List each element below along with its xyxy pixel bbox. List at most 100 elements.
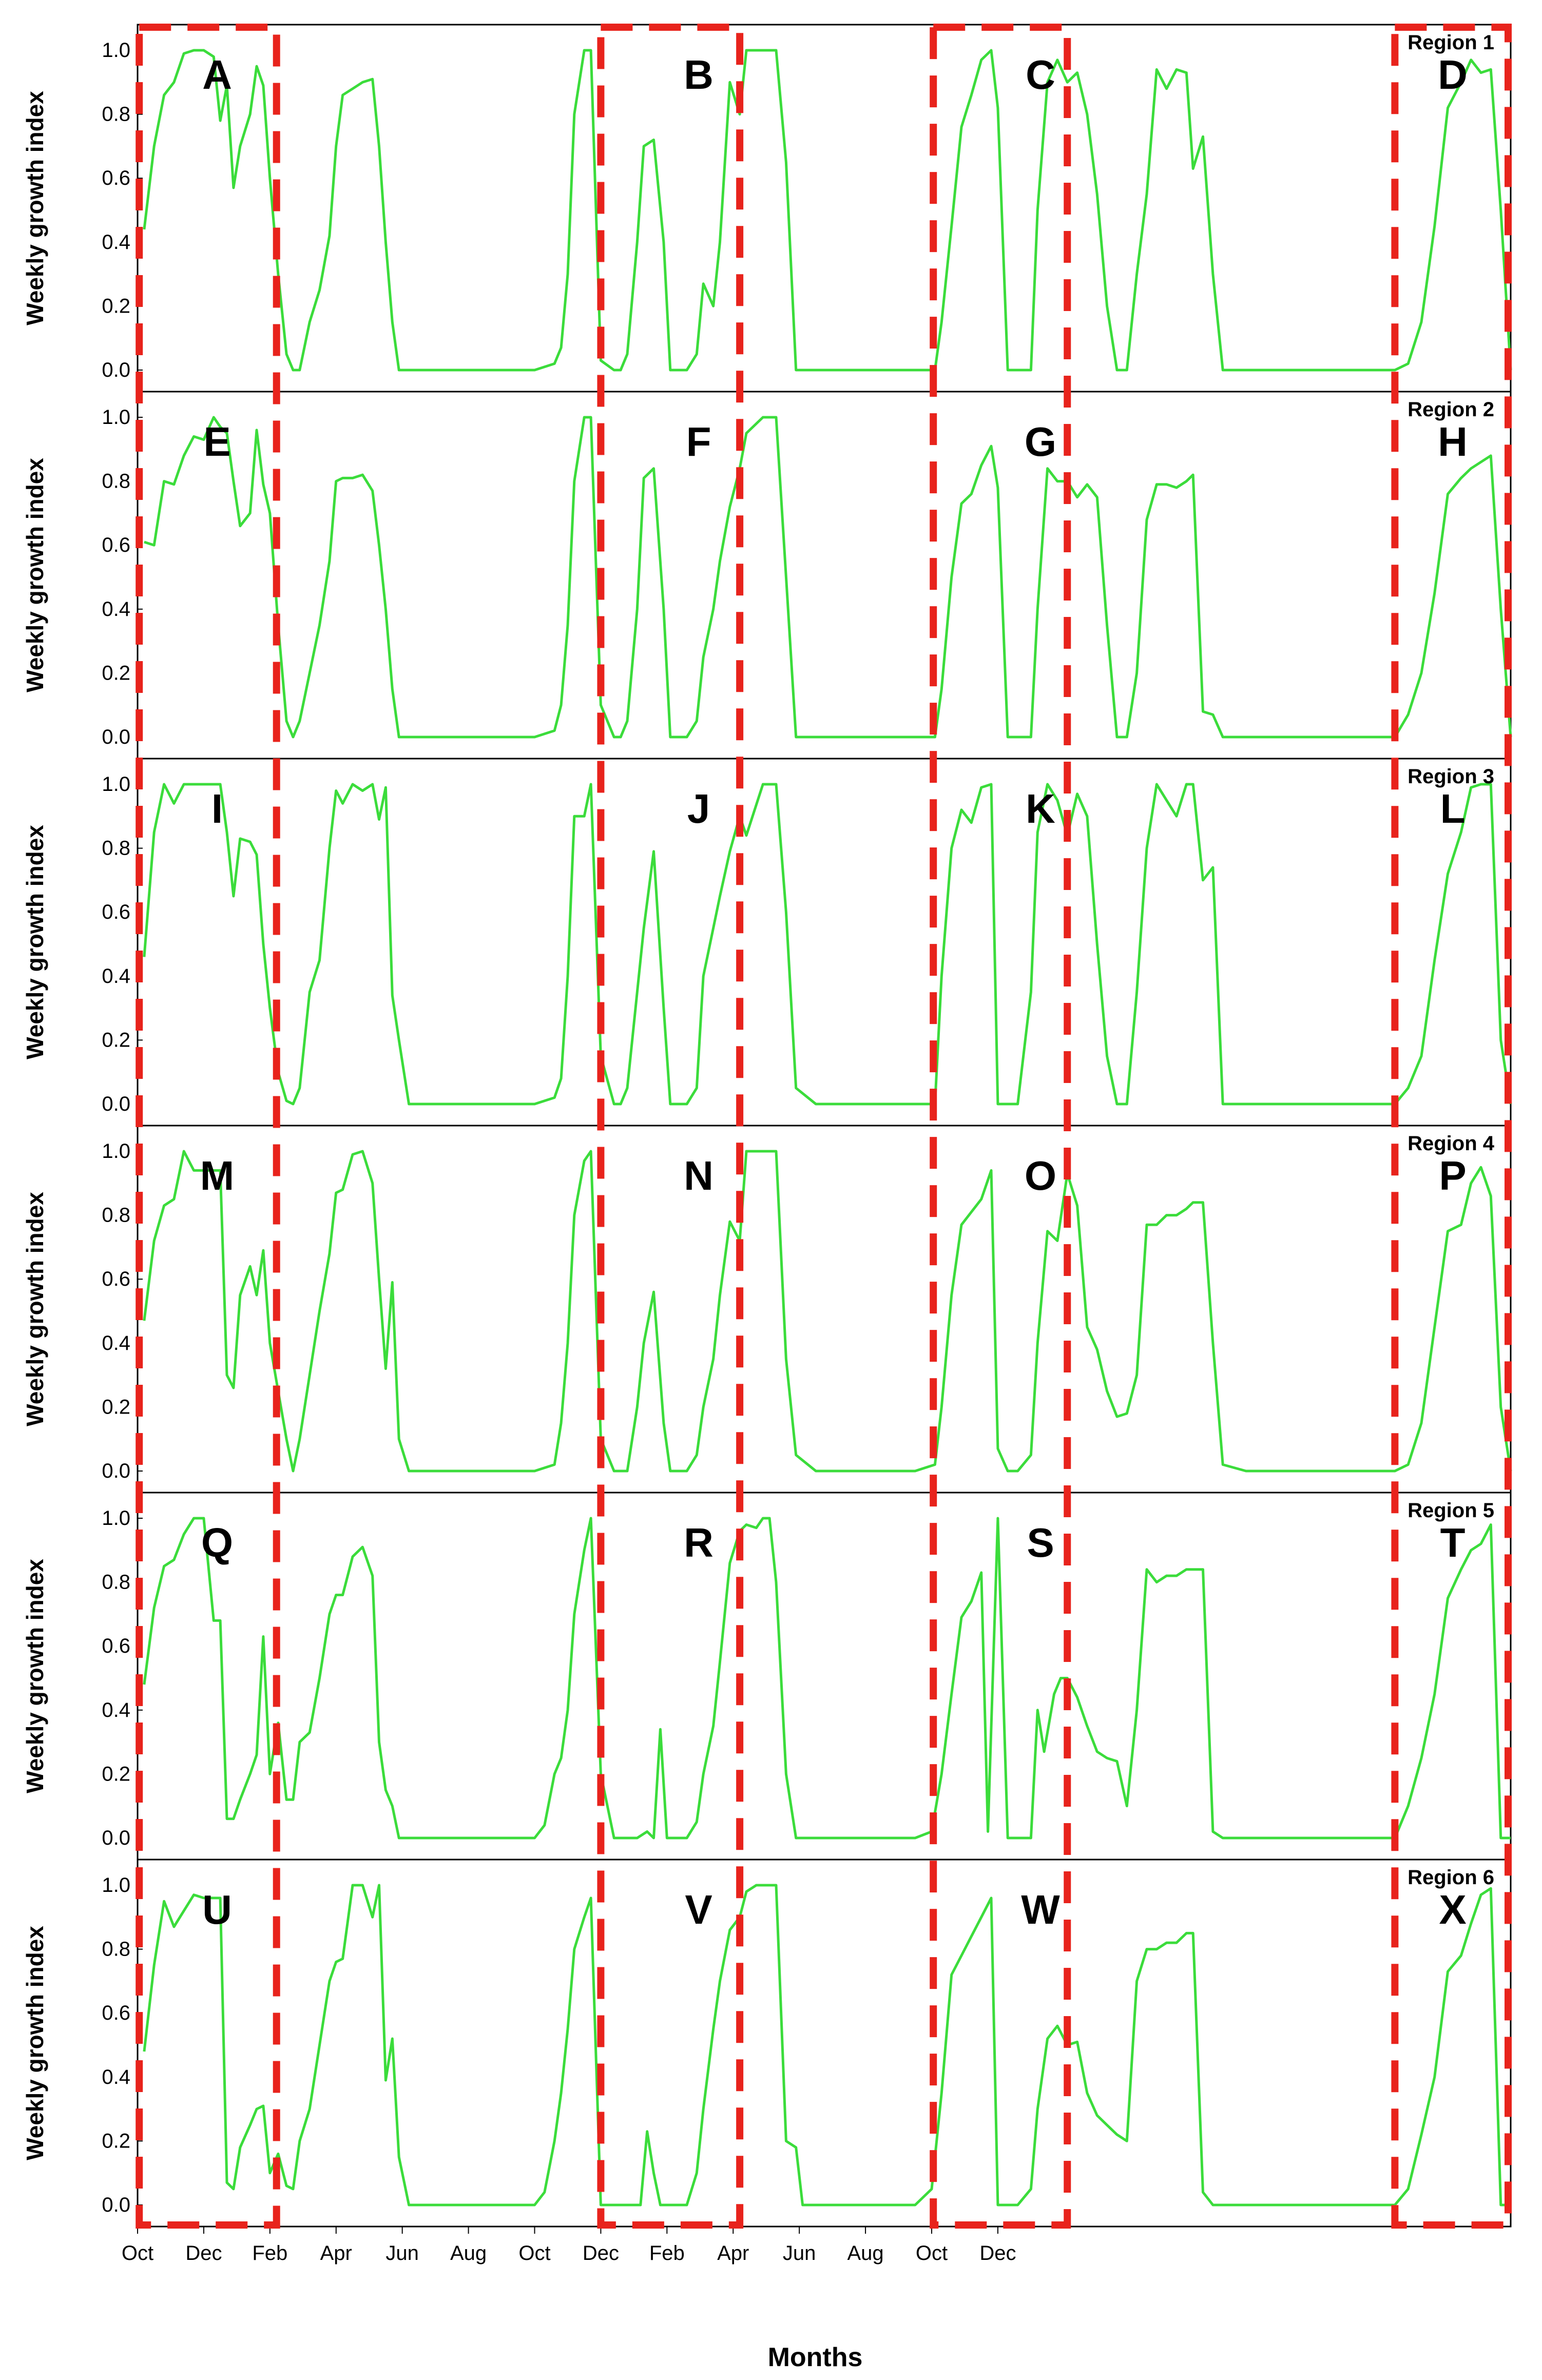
y-tick-label: 0.0 (102, 2194, 130, 2216)
panel-letter: E (203, 419, 230, 465)
y-tick-label: 1.0 (102, 1507, 130, 1530)
region-title: Region 5 (1408, 1499, 1494, 1522)
y-tick-label: 0.6 (102, 167, 130, 189)
panels-layer: 0.0 0.2 0.4 0.6 0.8 1.0 Weekly growth index Reg… (22, 24, 1512, 2228)
panel-letter: R (684, 1520, 714, 1565)
y-tick-label: 0.8 (102, 470, 130, 493)
panel-letter: U (202, 1887, 232, 1932)
highlight-box (597, 24, 744, 2229)
panel-frame (137, 1859, 1512, 2228)
y-tick-label: 0.0 (102, 1093, 130, 1115)
x-tick-label: Apr (717, 2242, 749, 2265)
x-tick-label: Dec (185, 2242, 222, 2265)
panel-1: 0.0 0.2 0.4 0.6 0.8 1.0 Weekly growth index Reg… (22, 24, 1512, 393)
region-title: Region 6 (1408, 1866, 1494, 1889)
y-axis-label: Weekly growth index (22, 825, 48, 1059)
panel-letter: I (211, 786, 223, 831)
y-axis-label: Weekly growth index (22, 458, 48, 692)
y-tick-label: 0.2 (102, 295, 130, 317)
x-tick-label: Aug (450, 2242, 487, 2265)
y-tick-label: 1.0 (102, 1874, 130, 1897)
y-tick-label: 1.0 (102, 773, 130, 796)
x-tick-label: Aug (847, 2242, 883, 2265)
panel-letter: F (686, 419, 711, 465)
panel-letter: T (1440, 1520, 1466, 1565)
panel-letter: O (1025, 1153, 1056, 1198)
y-axis-label: Weekly growth index (22, 1926, 48, 2160)
growth-index-line (144, 416, 1512, 739)
x-tick-label: Jun (386, 2242, 419, 2265)
growth-index-line (143, 1517, 1511, 1840)
highlight-box (136, 24, 280, 2229)
panel-frame (137, 1492, 1512, 1861)
highlight-box (930, 24, 1071, 2229)
x-tick-label: Dec (583, 2242, 619, 2265)
y-tick-label: 0.8 (102, 1571, 130, 1594)
panel-letter: M (200, 1153, 235, 1198)
y-tick-label: 0.2 (102, 662, 130, 684)
panel-letter: L (1440, 786, 1466, 831)
x-tick-label: Apr (320, 2242, 352, 2265)
panel-letter: C (1026, 52, 1055, 98)
y-tick-label: 1.0 (102, 1140, 130, 1163)
y-axis-label: Weekly growth index (22, 91, 48, 325)
x-tick-label: Jun (783, 2242, 816, 2265)
panel-2: 0.0 0.2 0.4 0.6 0.8 1.0 Weekly growth index Reg… (22, 391, 1512, 760)
panel-frame (137, 758, 1512, 1127)
panel-letter: H (1438, 419, 1468, 465)
panel-letter: P (1439, 1153, 1466, 1198)
highlight-box (1391, 24, 1512, 2229)
panel-4: 0.0 0.2 0.4 0.6 0.8 1.0 Weekly growth index Reg… (22, 1125, 1512, 1494)
y-tick-label: 0.4 (102, 231, 130, 254)
growth-index-line (143, 1884, 1511, 2207)
x-tick-label: Dec (979, 2242, 1016, 2265)
panel-6: 0.0 0.2 0.4 0.6 0.8 1.0 Weekly growth index Reg… (22, 1859, 1512, 2228)
x-axis: Oct Dec Feb Apr Jun Aug Oct Dec Feb Apr Jun Aug Oct D… (122, 2227, 1016, 2265)
panel-frame (137, 391, 1512, 760)
y-tick-label: 0.0 (102, 726, 130, 748)
panel-letter: K (1026, 786, 1055, 831)
panel-letter: A (202, 52, 232, 98)
growth-index-line (143, 1150, 1512, 1473)
y-tick-label: 0.0 (102, 359, 130, 381)
region-title: Region 4 (1408, 1132, 1495, 1155)
panel-frame (137, 1125, 1512, 1494)
growth-index-line (143, 49, 1512, 372)
y-tick-label: 0.4 (102, 965, 130, 988)
y-tick-label: 0.2 (102, 1396, 130, 1418)
region-title: Region 2 (1408, 398, 1494, 421)
highlight-boxes (136, 24, 1512, 2229)
panel-letter: X (1439, 1887, 1466, 1932)
y-axis-label: Weekly growth index (22, 1559, 48, 1793)
y-tick-label: 0.6 (102, 534, 130, 556)
y-tick-label: 0.4 (102, 598, 130, 621)
y-tick-label: 0.8 (102, 103, 130, 126)
panel-letter: N (684, 1153, 714, 1198)
x-tick-label: Oct (518, 2242, 550, 2265)
region-title: Region 1 (1408, 31, 1494, 54)
y-tick-label: 0.4 (102, 1699, 130, 1721)
y-tick-label: 0.4 (102, 1332, 130, 1355)
y-tick-label: 0.6 (102, 1635, 130, 1657)
y-tick-label: 0.2 (102, 1029, 130, 1051)
panel-5: 0.0 0.2 0.4 0.6 0.8 1.0 Weekly growth index Reg… (22, 1492, 1512, 1861)
region-title: Region 3 (1408, 765, 1494, 788)
y-tick-label: 0.0 (102, 1460, 130, 1482)
y-tick-label: 1.0 (102, 406, 130, 429)
x-tick-label: Oct (916, 2242, 948, 2265)
y-tick-label: 0.6 (102, 901, 130, 923)
y-axis-label: Weekly growth index (22, 1192, 48, 1426)
y-tick-label: 0.4 (102, 2066, 130, 2088)
panel-letter: J (687, 786, 710, 831)
y-tick-label: 0.2 (102, 2130, 130, 2152)
y-tick-label: 0.2 (102, 1763, 130, 1785)
panel-3: 0.0 0.2 0.4 0.6 0.8 1.0 Weekly growth index Reg… (22, 758, 1512, 1127)
panel-letter: B (684, 52, 714, 98)
growth-index-line (143, 783, 1512, 1106)
panel-letter: S (1027, 1520, 1054, 1565)
panel-letter: W (1021, 1887, 1060, 1932)
y-tick-label: 0.0 (102, 1827, 130, 1849)
y-tick-label: 0.8 (102, 1938, 130, 1961)
panel-letter: D (1438, 52, 1468, 98)
